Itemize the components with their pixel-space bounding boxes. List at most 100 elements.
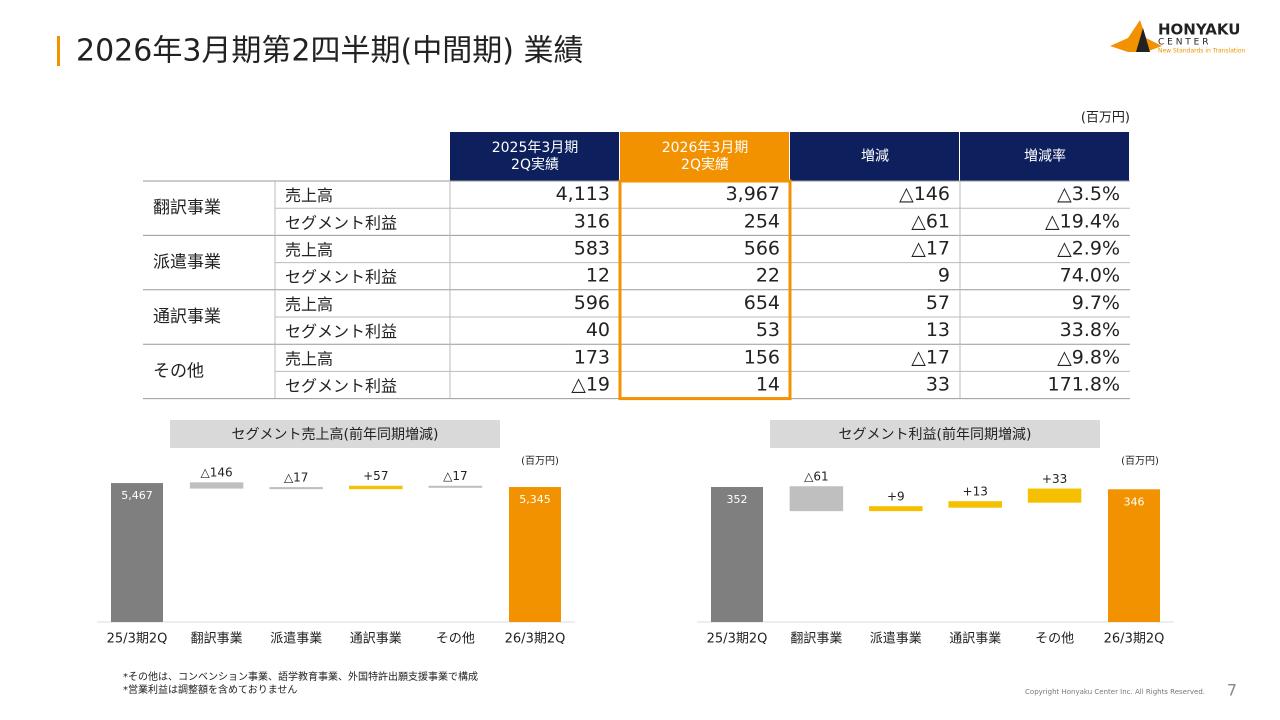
metric-label: セグメント利益 (285, 377, 397, 396)
header-text: 2Q実績 (681, 157, 729, 173)
table-cell: 156 (744, 346, 780, 368)
table-cell: 566 (744, 238, 780, 260)
table-cell: 316 (574, 210, 610, 232)
delta-bar (948, 501, 1002, 508)
page-number: 7 (1227, 681, 1237, 700)
chart-title-box (170, 420, 500, 448)
table-cell: 33 (926, 374, 950, 396)
footnote: *その他は、コンベンション事業、語学教育事業、外国特許出願支援事業で構成 (123, 670, 478, 683)
chart-unit: (百万円) (1121, 455, 1159, 467)
total-bar (111, 483, 163, 622)
delta-bar (269, 487, 323, 490)
logo-mark (1110, 20, 1162, 52)
x-tick-label: 26/3期2Q (505, 632, 566, 647)
metric-label: 売上高 (285, 295, 333, 314)
header-cell (450, 132, 619, 181)
header-text: 2025年3月期 (492, 140, 579, 156)
table-cell: △2.9% (1057, 238, 1120, 260)
table-cell: 53 (756, 319, 780, 341)
table-cell: 9.7% (1072, 292, 1120, 314)
table-cell: 14 (756, 374, 780, 396)
segment-label: 翻訳事業 (153, 198, 221, 218)
value-label: △17 (443, 469, 468, 483)
value-label: △61 (804, 469, 829, 483)
x-tick-label: 翻訳事業 (790, 631, 842, 647)
copyright: Copyright Honyaku Center Inc. All Rights… (1025, 688, 1205, 696)
table-cell: 583 (574, 238, 610, 260)
table-cell: 654 (744, 292, 780, 314)
value-label: 346 (1124, 495, 1145, 508)
table-cell: 40 (586, 319, 610, 341)
delta-bar (349, 485, 403, 490)
segment-label: 通訳事業 (153, 307, 221, 327)
x-tick-label: 25/3期2Q (707, 632, 768, 647)
delta-bar (789, 486, 844, 512)
value-label: +57 (363, 469, 388, 483)
x-tick-label: 通訳事業 (949, 631, 1001, 647)
header-text: 2026年3月期 (662, 140, 749, 156)
value-label: +13 (963, 484, 988, 498)
total-bar (509, 487, 561, 622)
table-cell: 171.8% (1048, 374, 1120, 396)
table-cell: 254 (744, 210, 780, 232)
header-cell (790, 132, 959, 181)
chart-unit: (百万円) (521, 455, 559, 467)
header-cell (960, 132, 1129, 181)
table-cell: 4,113 (556, 183, 610, 205)
table-cell: △17 (911, 238, 950, 260)
delta-bar (1027, 488, 1082, 503)
header-text: 増減率 (1024, 148, 1066, 165)
logo-pen (1136, 28, 1150, 52)
table-cell: 33.8% (1060, 319, 1120, 341)
metric-label: 売上高 (285, 241, 333, 260)
table-cell: 596 (574, 292, 610, 314)
table-cell: △9.8% (1057, 346, 1120, 368)
table-unit: (百万円) (1081, 111, 1130, 126)
value-label: 5,467 (121, 489, 153, 502)
value-label: 5,345 (519, 493, 551, 506)
header-text: 2Q実績 (511, 157, 559, 173)
metric-label: セグメント利益 (285, 268, 397, 287)
value-label: △146 (201, 466, 233, 480)
metric-label: セグメント利益 (285, 213, 397, 232)
x-tick-label: その他 (436, 632, 475, 647)
logo-tagline: New Standards in Translation (1158, 48, 1246, 55)
table-cell: △61 (911, 210, 950, 232)
value-label: +33 (1042, 472, 1067, 486)
chart-title-box (770, 420, 1100, 448)
x-tick-label: 翻訳事業 (191, 631, 243, 647)
table-cell: △19.4% (1045, 210, 1120, 232)
highlight-frame (618, 179, 792, 401)
segment-label: その他 (153, 361, 204, 381)
value-label: +9 (887, 489, 905, 503)
metric-label: 売上高 (285, 349, 333, 368)
x-tick-label: 26/3期2Q (1104, 632, 1165, 647)
delta-bar (869, 506, 923, 512)
chart-title: セグメント利益(前年同期増減) (839, 426, 1032, 443)
footnote: *営業利益は調整額を含めておりません (123, 683, 297, 696)
delta-bar (428, 485, 483, 488)
table-cell: 3,967 (726, 183, 780, 205)
metric-label: セグメント利益 (285, 322, 397, 341)
logo-sub: C E N T E R (1158, 38, 1208, 48)
table-cell: 13 (926, 319, 950, 341)
table-cell: 57 (926, 292, 950, 314)
table-cell: 12 (586, 265, 610, 287)
logo-name: HONYAKU (1158, 21, 1240, 39)
x-tick-label: 派遣事業 (270, 631, 322, 647)
x-tick-label: 25/3期2Q (107, 632, 168, 647)
value-label: 352 (727, 493, 748, 506)
table-cell: 22 (756, 265, 780, 287)
title-accent (57, 36, 60, 66)
table-cell: 173 (574, 346, 610, 368)
table-cell: △19 (571, 374, 610, 396)
metric-label: 売上高 (285, 186, 333, 205)
x-tick-label: 通訳事業 (350, 631, 402, 647)
header-cell (620, 132, 789, 181)
table-cell: △3.5% (1057, 183, 1120, 205)
table-cell: △17 (911, 346, 950, 368)
table-cell: 9 (938, 265, 950, 287)
chart-title: セグメント売上高(前年同期増減) (232, 426, 439, 443)
